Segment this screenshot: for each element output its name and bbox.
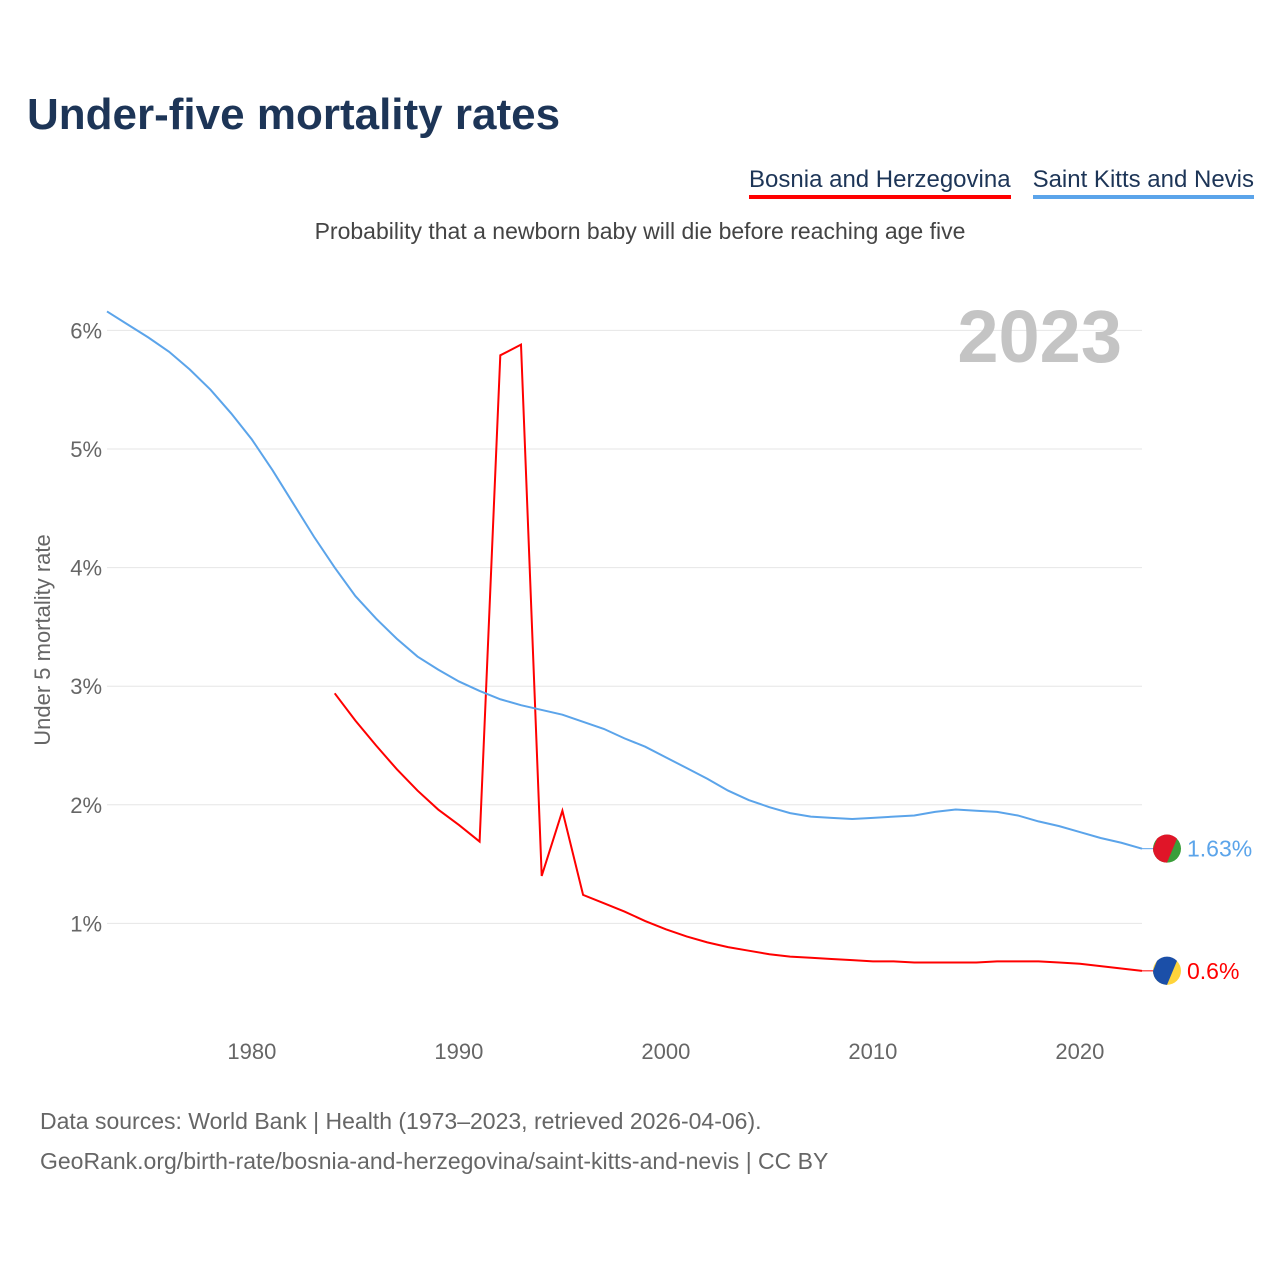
footer-url[interactable]: GeoRank.org/birth-rate/bosnia-and-herzeg… [40, 1148, 829, 1174]
series-line-0[interactable] [333, 343, 1143, 972]
footer-sources: Data sources: World Bank | Health (1973–… [40, 1108, 762, 1134]
chart-subtitle: Probability that a newborn baby will die… [314, 218, 966, 244]
y-tick-label: 4% [70, 556, 102, 581]
end-value-label: 0.6% [1187, 958, 1239, 984]
x-tick-label: 2010 [848, 1039, 897, 1064]
x-tick-label: 1990 [434, 1039, 483, 1064]
legend-saint-kitts[interactable]: Saint Kitts and Nevis [1032, 166, 1254, 199]
x-tick-label: 2000 [641, 1039, 690, 1064]
y-tick-label: 6% [70, 318, 102, 343]
legend-bosnia[interactable]: Bosnia and Herzegovina [749, 166, 1011, 199]
y-axis-label: Under 5 mortality rate [30, 534, 55, 746]
y-tick-label: 2% [70, 793, 102, 818]
year-label: 2023 [957, 295, 1122, 378]
y-tick-label: 5% [70, 437, 102, 462]
series-line-1[interactable] [106, 310, 1143, 850]
x-tick-label: 1980 [227, 1039, 276, 1064]
flag-detail [1153, 834, 1177, 863]
flag-detail [1153, 956, 1177, 985]
legend: Bosnia and Herzegovina Saint Kitts and N… [749, 166, 1254, 199]
y-tick-label: 1% [70, 911, 102, 936]
x-tick-label: 2020 [1055, 1039, 1104, 1064]
end-value-label: 1.63% [1187, 836, 1252, 862]
y-tick-label: 3% [70, 674, 102, 699]
chart-title: Under-five mortality rates [27, 90, 561, 139]
